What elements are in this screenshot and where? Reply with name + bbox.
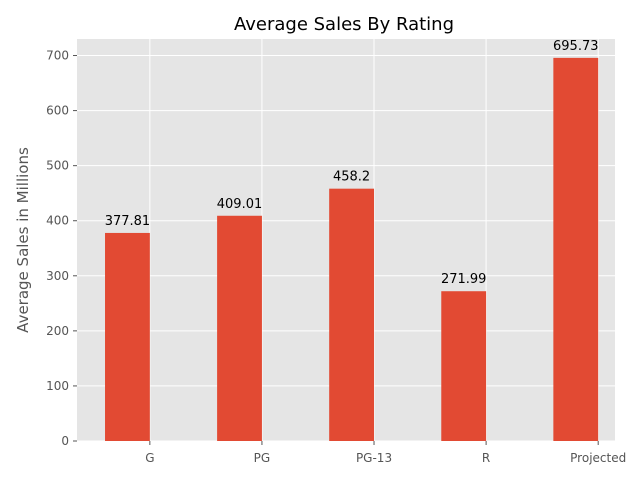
y-tick-label: 600	[46, 104, 69, 118]
x-axis-ticks: G PG PG-13 R Projected	[145, 441, 626, 465]
y-tick-label: 400	[46, 214, 69, 228]
value-labels: 377.81 409.01 458.2 271.99 695.73	[105, 39, 599, 287]
value-label: 695.73	[553, 39, 599, 54]
x-tick-label: G	[145, 451, 154, 465]
value-label: 377.81	[105, 214, 151, 229]
x-tick-label: Projected	[570, 451, 626, 465]
y-tick-label: 700	[46, 49, 69, 63]
bar-g	[105, 232, 150, 441]
y-axis-ticks: 0 100 200 300 400 500 600 700	[46, 49, 77, 448]
bar-pg	[217, 215, 262, 441]
y-tick-label: 0	[61, 434, 69, 448]
x-tick-label: PG	[254, 451, 271, 465]
value-label: 458.2	[333, 170, 370, 185]
y-tick-label: 200	[46, 324, 69, 338]
x-tick-label: R	[482, 451, 490, 465]
bar-pg-13	[329, 188, 375, 441]
y-axis-label: Average Sales in Millions	[14, 147, 32, 333]
chart-title: Average Sales By Rating	[234, 14, 454, 35]
y-tick-label: 100	[46, 379, 69, 393]
value-label: 409.01	[217, 197, 263, 212]
y-tick-label: 300	[46, 269, 69, 283]
bars	[105, 57, 599, 441]
bar-projected	[553, 57, 599, 441]
x-tick-label: PG-13	[356, 451, 392, 465]
bar-r	[441, 291, 487, 441]
y-tick-label: 500	[46, 159, 69, 173]
value-label: 271.99	[441, 272, 487, 287]
